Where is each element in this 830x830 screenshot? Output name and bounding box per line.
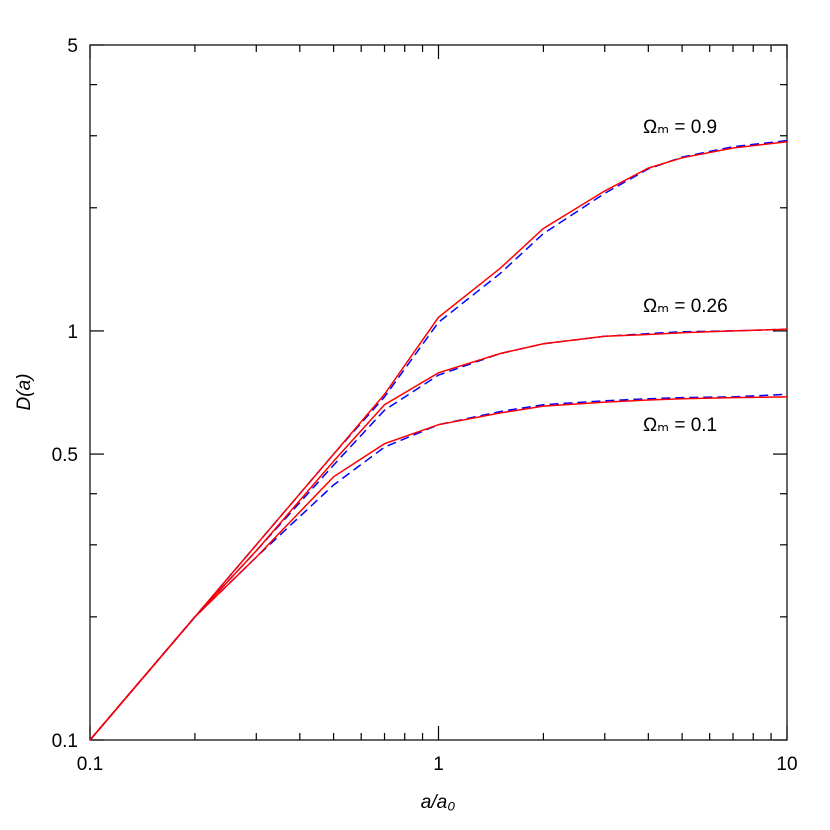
data-line xyxy=(89,139,788,741)
data-line xyxy=(89,328,788,741)
curve-annotation: Ωₘ = 0.1 xyxy=(643,415,717,436)
data-line xyxy=(89,141,788,741)
curve-annotation: Ωₘ = 0.26 xyxy=(643,296,728,317)
x-axis-label: a/a₀ xyxy=(421,792,455,813)
y-axis-label: D(a) xyxy=(14,374,35,411)
y-tick-label: 0.5 xyxy=(52,445,78,466)
x-tick-label: 1 xyxy=(433,754,444,775)
x-tick-label: 10 xyxy=(776,754,797,775)
data-line xyxy=(89,393,788,741)
plot-frame xyxy=(89,44,788,741)
y-tick-label: 5 xyxy=(67,36,78,57)
curve-annotation: Ωₘ = 0.9 xyxy=(643,117,717,138)
y-tick-label: 0.1 xyxy=(52,731,78,752)
data-line xyxy=(89,328,788,741)
y-tick-label: 1 xyxy=(67,322,78,343)
x-tick-label: 0.1 xyxy=(77,754,103,775)
data-line xyxy=(89,396,788,741)
